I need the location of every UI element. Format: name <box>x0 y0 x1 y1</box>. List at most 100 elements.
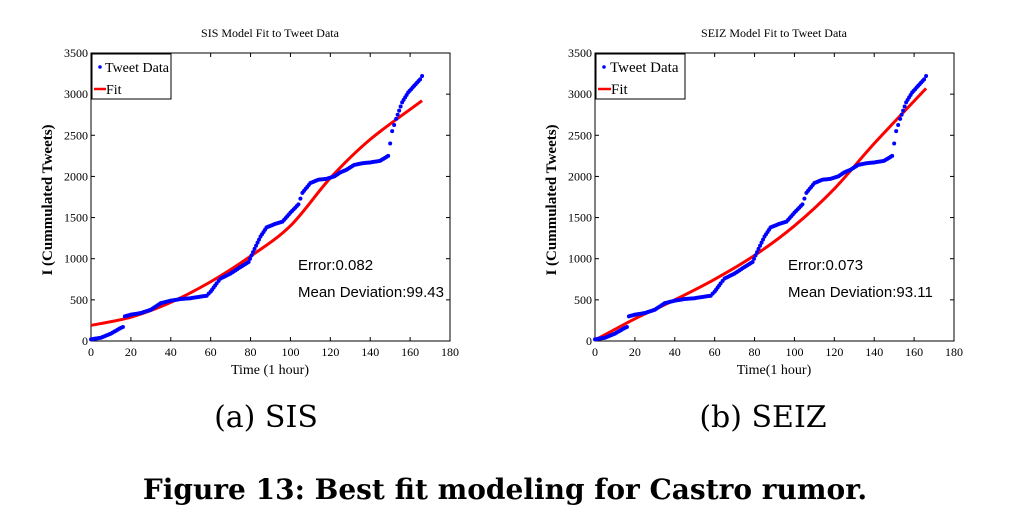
x-tick-label: 180 <box>441 345 459 359</box>
tweet-data-point <box>392 123 397 127</box>
chart-title: SIS Model Fit to Tweet Data <box>201 26 340 40</box>
legend-label-tweet-data: Tweet Data <box>105 61 170 76</box>
tweet-data-point <box>800 202 805 207</box>
y-tick-label: 2000 <box>64 169 88 183</box>
tweet-data-point <box>418 77 423 82</box>
legend: Tweet Data Fit <box>91 53 172 100</box>
x-tick-label: 160 <box>905 345 923 359</box>
x-axis-label: Time(1 hour) <box>737 363 812 378</box>
tweet-data-point <box>246 260 251 265</box>
legend-label-fit: Fit <box>106 83 122 98</box>
axis-ticks: 0 20 40 60 80 100 120 140 160 180 0 500 1000 1500 2000… <box>64 46 459 359</box>
legend-label-fit: Fit <box>611 82 629 98</box>
tweet-data-point <box>420 74 425 79</box>
y-tick-label: 0 <box>82 334 88 348</box>
tweet-data-point <box>924 74 929 79</box>
x-tick-label: 80 <box>245 345 257 359</box>
x-tick-label: 20 <box>125 345 137 359</box>
legend-box <box>91 53 172 100</box>
axis-ticks: 0 20 40 60 80 100 120 140 160 180 0 500 1000 1500 2000… <box>568 46 963 359</box>
x-tick-label: 0 <box>88 345 94 359</box>
y-tick-label: 2500 <box>568 128 592 142</box>
y-axis-label: I (Cummulated Tweets) <box>40 124 56 275</box>
x-tick-label: 20 <box>629 345 641 359</box>
y-tick-label: 0 <box>586 334 592 348</box>
tweet-data-point <box>252 246 257 251</box>
tweet-data-point <box>761 237 766 242</box>
y-tick-label: 500 <box>574 293 592 307</box>
tweet-data-point <box>397 108 402 113</box>
tweet-data-point <box>894 129 899 134</box>
y-tick-label: 500 <box>70 293 88 307</box>
tweet-data-point <box>896 123 901 127</box>
subfigure-caption-b: (b) SEIZ <box>699 400 826 435</box>
tweet-data-point <box>890 153 895 158</box>
tweet-data-point <box>922 77 927 82</box>
tweet-data-point <box>386 153 391 158</box>
x-tick-label: 80 <box>749 345 761 359</box>
y-tick-label: 1000 <box>568 252 592 266</box>
tweet-data-point <box>249 253 254 258</box>
legend-box <box>595 53 686 100</box>
y-tick-label: 1500 <box>64 211 88 225</box>
y-tick-label: 3500 <box>64 46 88 60</box>
error-annotation: Error:0.082 <box>298 257 373 274</box>
tweet-data-point <box>394 116 399 121</box>
tweet-data-point <box>248 256 253 261</box>
y-tick-label: 3000 <box>568 87 592 101</box>
tweet-data-point <box>257 237 262 242</box>
x-axis-label: Time (1 hour) <box>231 363 309 378</box>
error-annotation: Error:0.073 <box>788 257 863 274</box>
legend-label-tweet-data: Tweet Data <box>610 60 679 76</box>
tweet-data-point <box>755 250 760 255</box>
tweet-data-point <box>395 112 400 117</box>
tweet-data-point <box>758 243 763 248</box>
x-tick-label: 60 <box>205 345 217 359</box>
x-tick-label: 40 <box>669 345 681 359</box>
y-tick-label: 3500 <box>568 46 592 60</box>
y-tick-label: 1000 <box>64 252 88 266</box>
tweet-data-series <box>89 74 425 342</box>
figure-caption: Figure 13: Best fit modeling for Castro … <box>143 473 867 506</box>
x-tick-label: 100 <box>785 345 803 359</box>
x-tick-label: 100 <box>281 345 299 359</box>
tweet-data-point <box>390 129 395 134</box>
x-tick-label: 0 <box>592 345 598 359</box>
y-tick-label: 1500 <box>568 211 592 225</box>
tweet-data-point <box>899 112 904 117</box>
tweet-data-point <box>624 325 629 330</box>
tweet-data-point <box>296 202 301 207</box>
y-axis-label: I (Cummulated Tweets) <box>544 124 560 275</box>
x-tick-label: 120 <box>825 345 843 359</box>
tweet-data-point <box>892 141 897 146</box>
x-tick-label: 60 <box>709 345 721 359</box>
chart-panel-sis: SIS Model Fit to Tweet Data 0 20 40 60 80 100… <box>40 26 459 378</box>
tweet-data-point <box>752 256 757 261</box>
tweet-data-point <box>756 246 761 251</box>
legend: Tweet Data Fit <box>595 53 686 100</box>
tweet-data-point <box>753 253 758 258</box>
y-tick-label: 2500 <box>64 128 88 142</box>
chart-panel-seiz: SEIZ Model Fit to Tweet Data 0 20 40 60 80 10… <box>544 26 963 378</box>
x-tick-label: 160 <box>401 345 419 359</box>
x-tick-label: 140 <box>361 345 379 359</box>
subfigure-caption-a: (a) SIS <box>214 400 318 435</box>
x-tick-label: 140 <box>865 345 883 359</box>
tweet-data-point <box>251 250 256 255</box>
tweet-data-series <box>593 74 929 342</box>
tweet-data-point <box>901 108 906 113</box>
tweet-data-point <box>902 104 907 109</box>
tweet-data-point <box>255 240 260 245</box>
x-tick-label: 40 <box>165 345 177 359</box>
legend-dot-marker <box>602 65 606 69</box>
tweet-data-point <box>750 260 755 265</box>
y-tick-label: 3000 <box>64 87 88 101</box>
plot-area <box>90 52 451 342</box>
mean-deviation-annotation: Mean Deviation:99.43 <box>298 284 444 301</box>
plot-area <box>594 52 955 342</box>
y-tick-label: 2000 <box>568 169 592 183</box>
tweet-data-point <box>802 196 807 201</box>
tweet-data-point <box>898 116 903 121</box>
tweet-data-point <box>120 325 125 330</box>
